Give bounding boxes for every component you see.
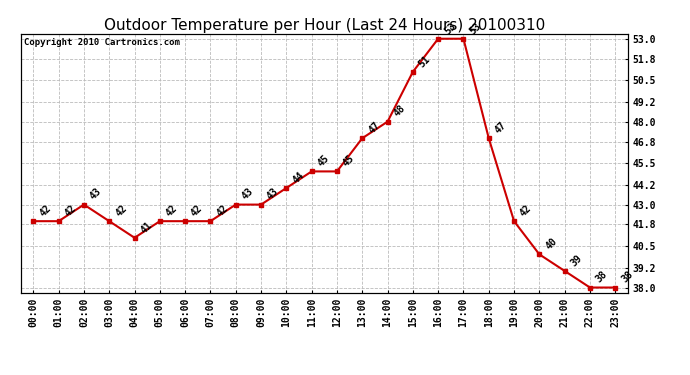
Text: 42: 42 — [37, 203, 53, 218]
Text: Copyright 2010 Cartronics.com: Copyright 2010 Cartronics.com — [23, 38, 179, 46]
Text: 47: 47 — [366, 120, 382, 135]
Text: 42: 42 — [215, 203, 230, 218]
Text: 48: 48 — [392, 104, 407, 119]
Text: 41: 41 — [139, 220, 154, 235]
Text: 53: 53 — [468, 21, 483, 36]
Text: 38: 38 — [620, 269, 635, 285]
Text: 53: 53 — [442, 21, 457, 36]
Text: 43: 43 — [265, 186, 281, 202]
Text: 39: 39 — [569, 253, 584, 268]
Title: Outdoor Temperature per Hour (Last 24 Hours) 20100310: Outdoor Temperature per Hour (Last 24 Ho… — [104, 18, 545, 33]
Text: 47: 47 — [493, 120, 509, 135]
Text: 44: 44 — [290, 170, 306, 185]
Text: 42: 42 — [189, 203, 205, 218]
Text: 42: 42 — [164, 203, 179, 218]
Text: 45: 45 — [316, 153, 331, 169]
Text: 45: 45 — [341, 153, 357, 169]
Text: 38: 38 — [594, 269, 609, 285]
Text: 42: 42 — [518, 203, 533, 218]
Text: 42: 42 — [63, 203, 78, 218]
Text: 42: 42 — [113, 203, 129, 218]
Text: 43: 43 — [88, 186, 104, 202]
Text: 40: 40 — [544, 236, 559, 252]
Text: 43: 43 — [240, 186, 255, 202]
Text: 51: 51 — [417, 54, 433, 69]
